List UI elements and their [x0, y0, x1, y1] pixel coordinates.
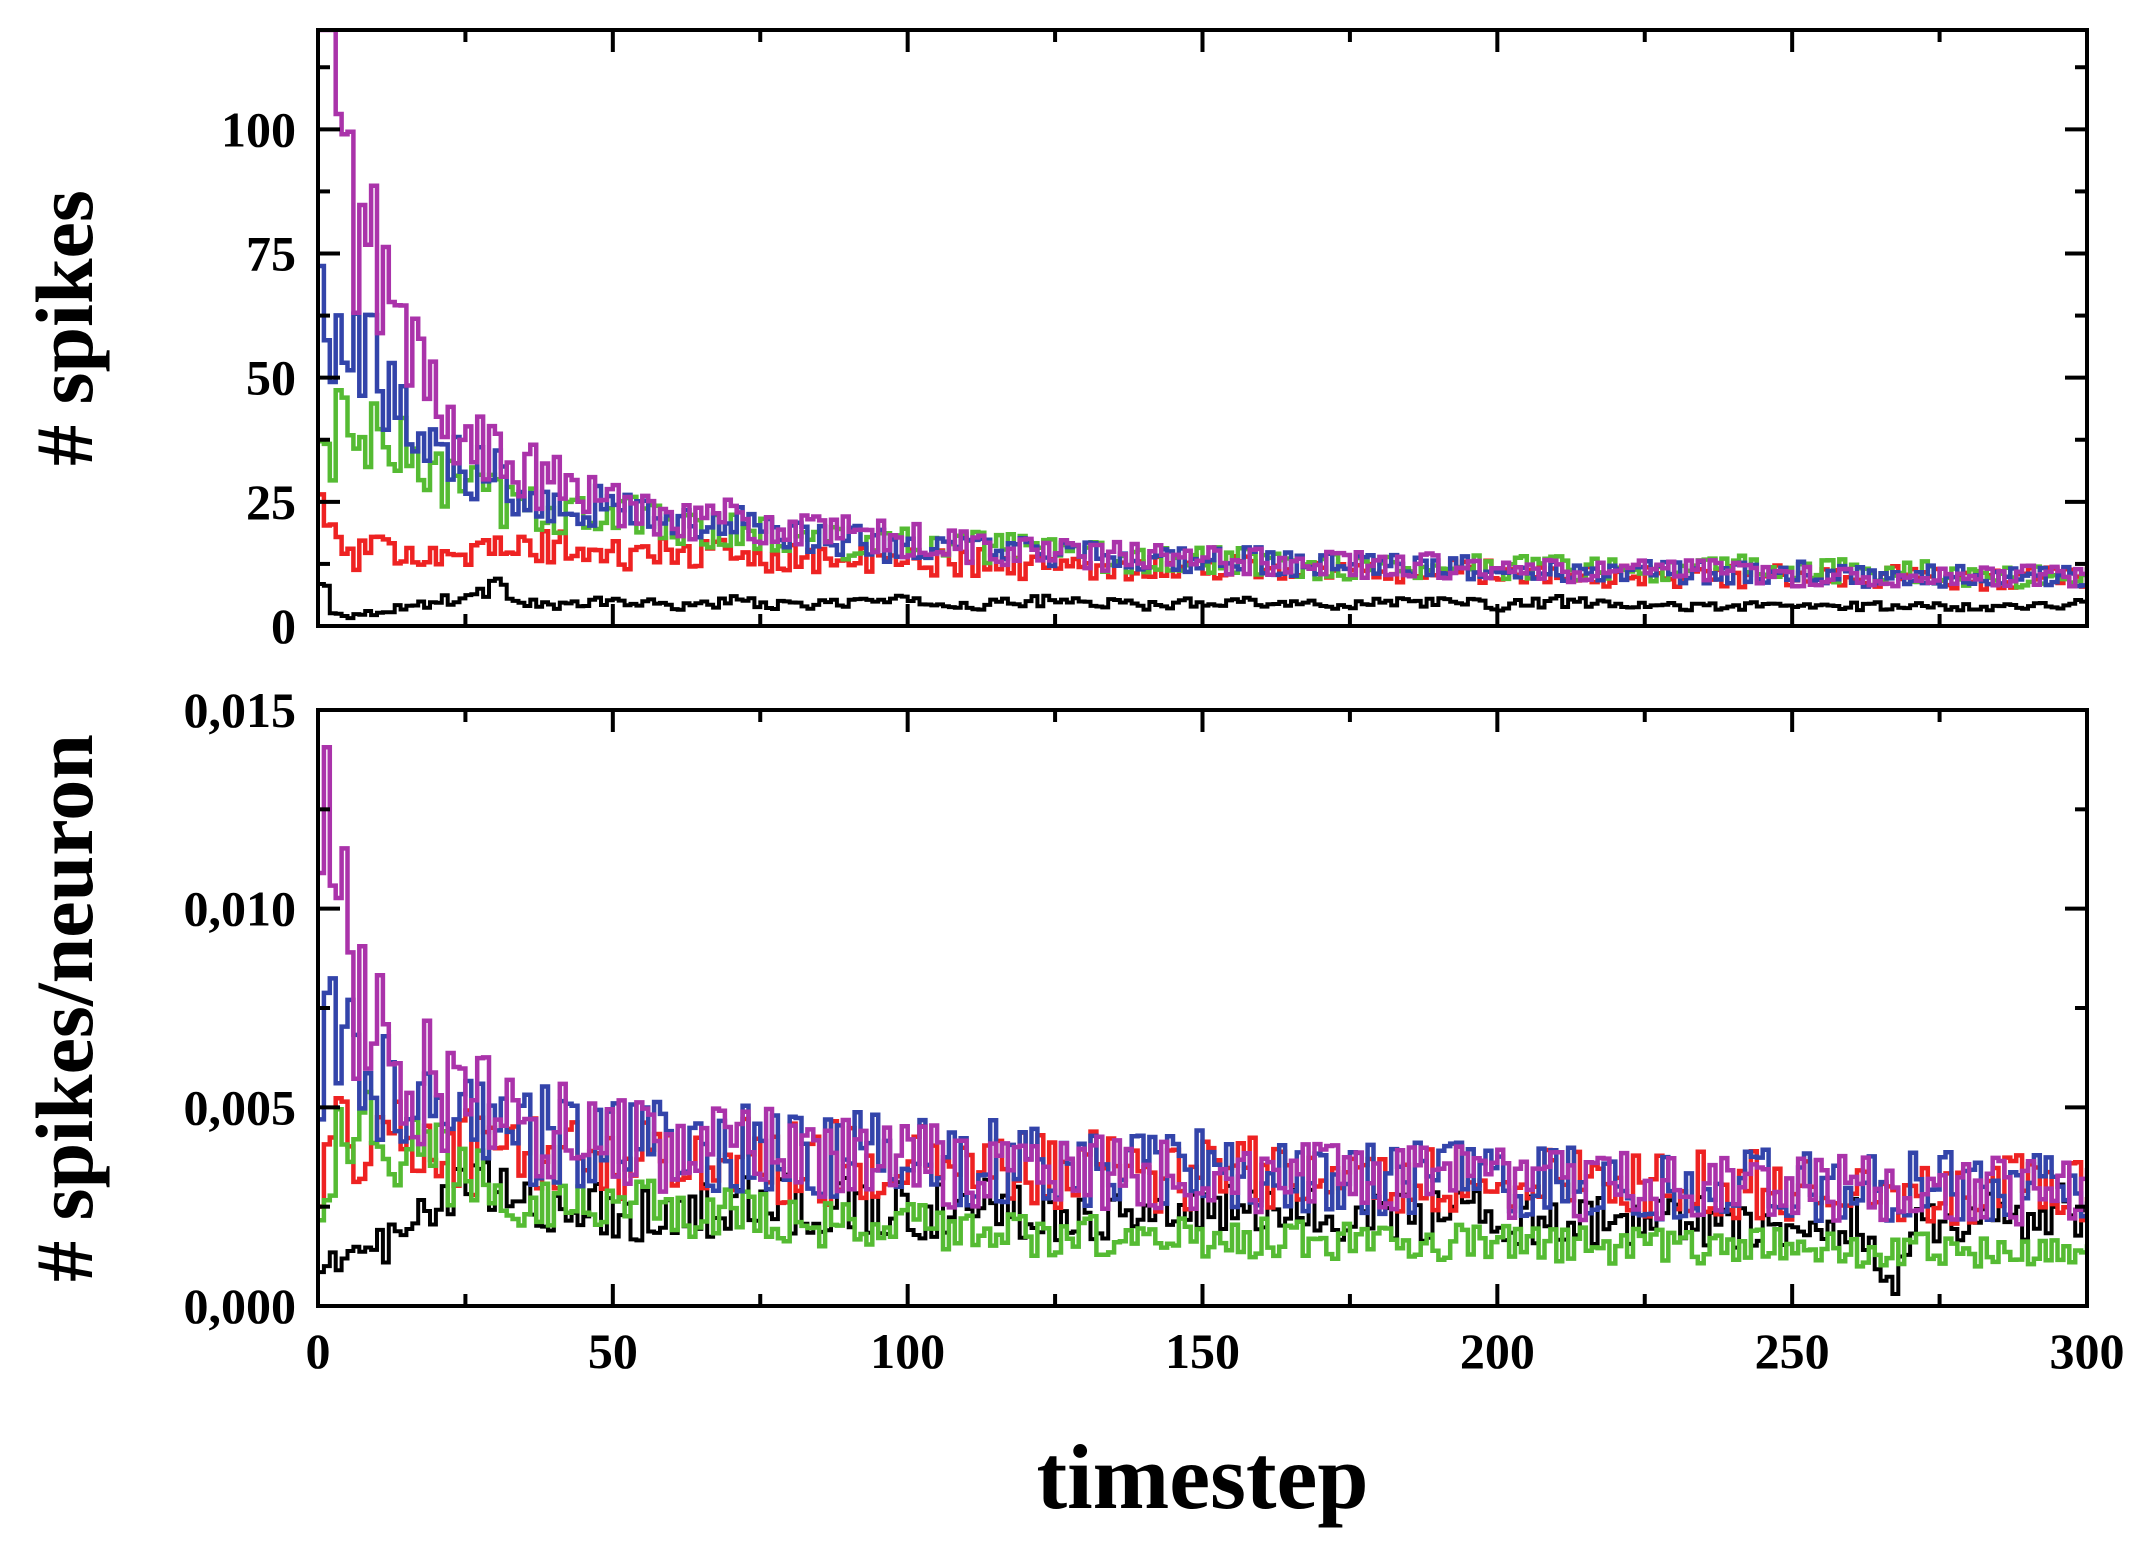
series-blue-line — [318, 976, 2087, 1223]
y-tick-label: 0,000 — [184, 1278, 297, 1334]
y-axis-title: # spikes/neuron — [19, 734, 110, 1282]
y-tick-label: 50 — [246, 350, 296, 406]
y-tick-label: 0,015 — [184, 682, 297, 738]
series-magenta-line — [318, 30, 2087, 589]
x-tick-label: 200 — [1460, 1323, 1535, 1379]
top-panel: 0 25 50 75 100 # spikes — [19, 28, 2089, 654]
series-green-line — [318, 1089, 2087, 1269]
series-magenta-line — [318, 744, 2087, 1227]
y-tick-label: 25 — [246, 474, 296, 530]
x-tick-label: 150 — [1165, 1323, 1240, 1379]
y-tick-label: 100 — [221, 101, 296, 157]
y-tick-label: 75 — [246, 226, 296, 282]
y-tick-label: 0,010 — [184, 881, 297, 937]
bottom-panel: 0,000 0,005 0,010 0,015 0 50 100 150 200 250 300 # … — [19, 682, 2125, 1528]
x-tick-label: 0 — [306, 1323, 331, 1379]
x-axis-title: timestep — [1036, 1426, 1368, 1528]
x-tick-label: 300 — [2050, 1323, 2125, 1379]
y-axis-title: # spikes — [19, 190, 110, 466]
y-tick-label: 0,005 — [184, 1079, 297, 1135]
y-tick-label: 0 — [271, 598, 296, 654]
series-blue-line — [318, 263, 2087, 589]
x-tick-label: 100 — [870, 1323, 945, 1379]
x-tick-label: 50 — [588, 1323, 638, 1379]
plot-frame — [316, 28, 2089, 628]
x-tick-label: 250 — [1755, 1323, 1830, 1379]
